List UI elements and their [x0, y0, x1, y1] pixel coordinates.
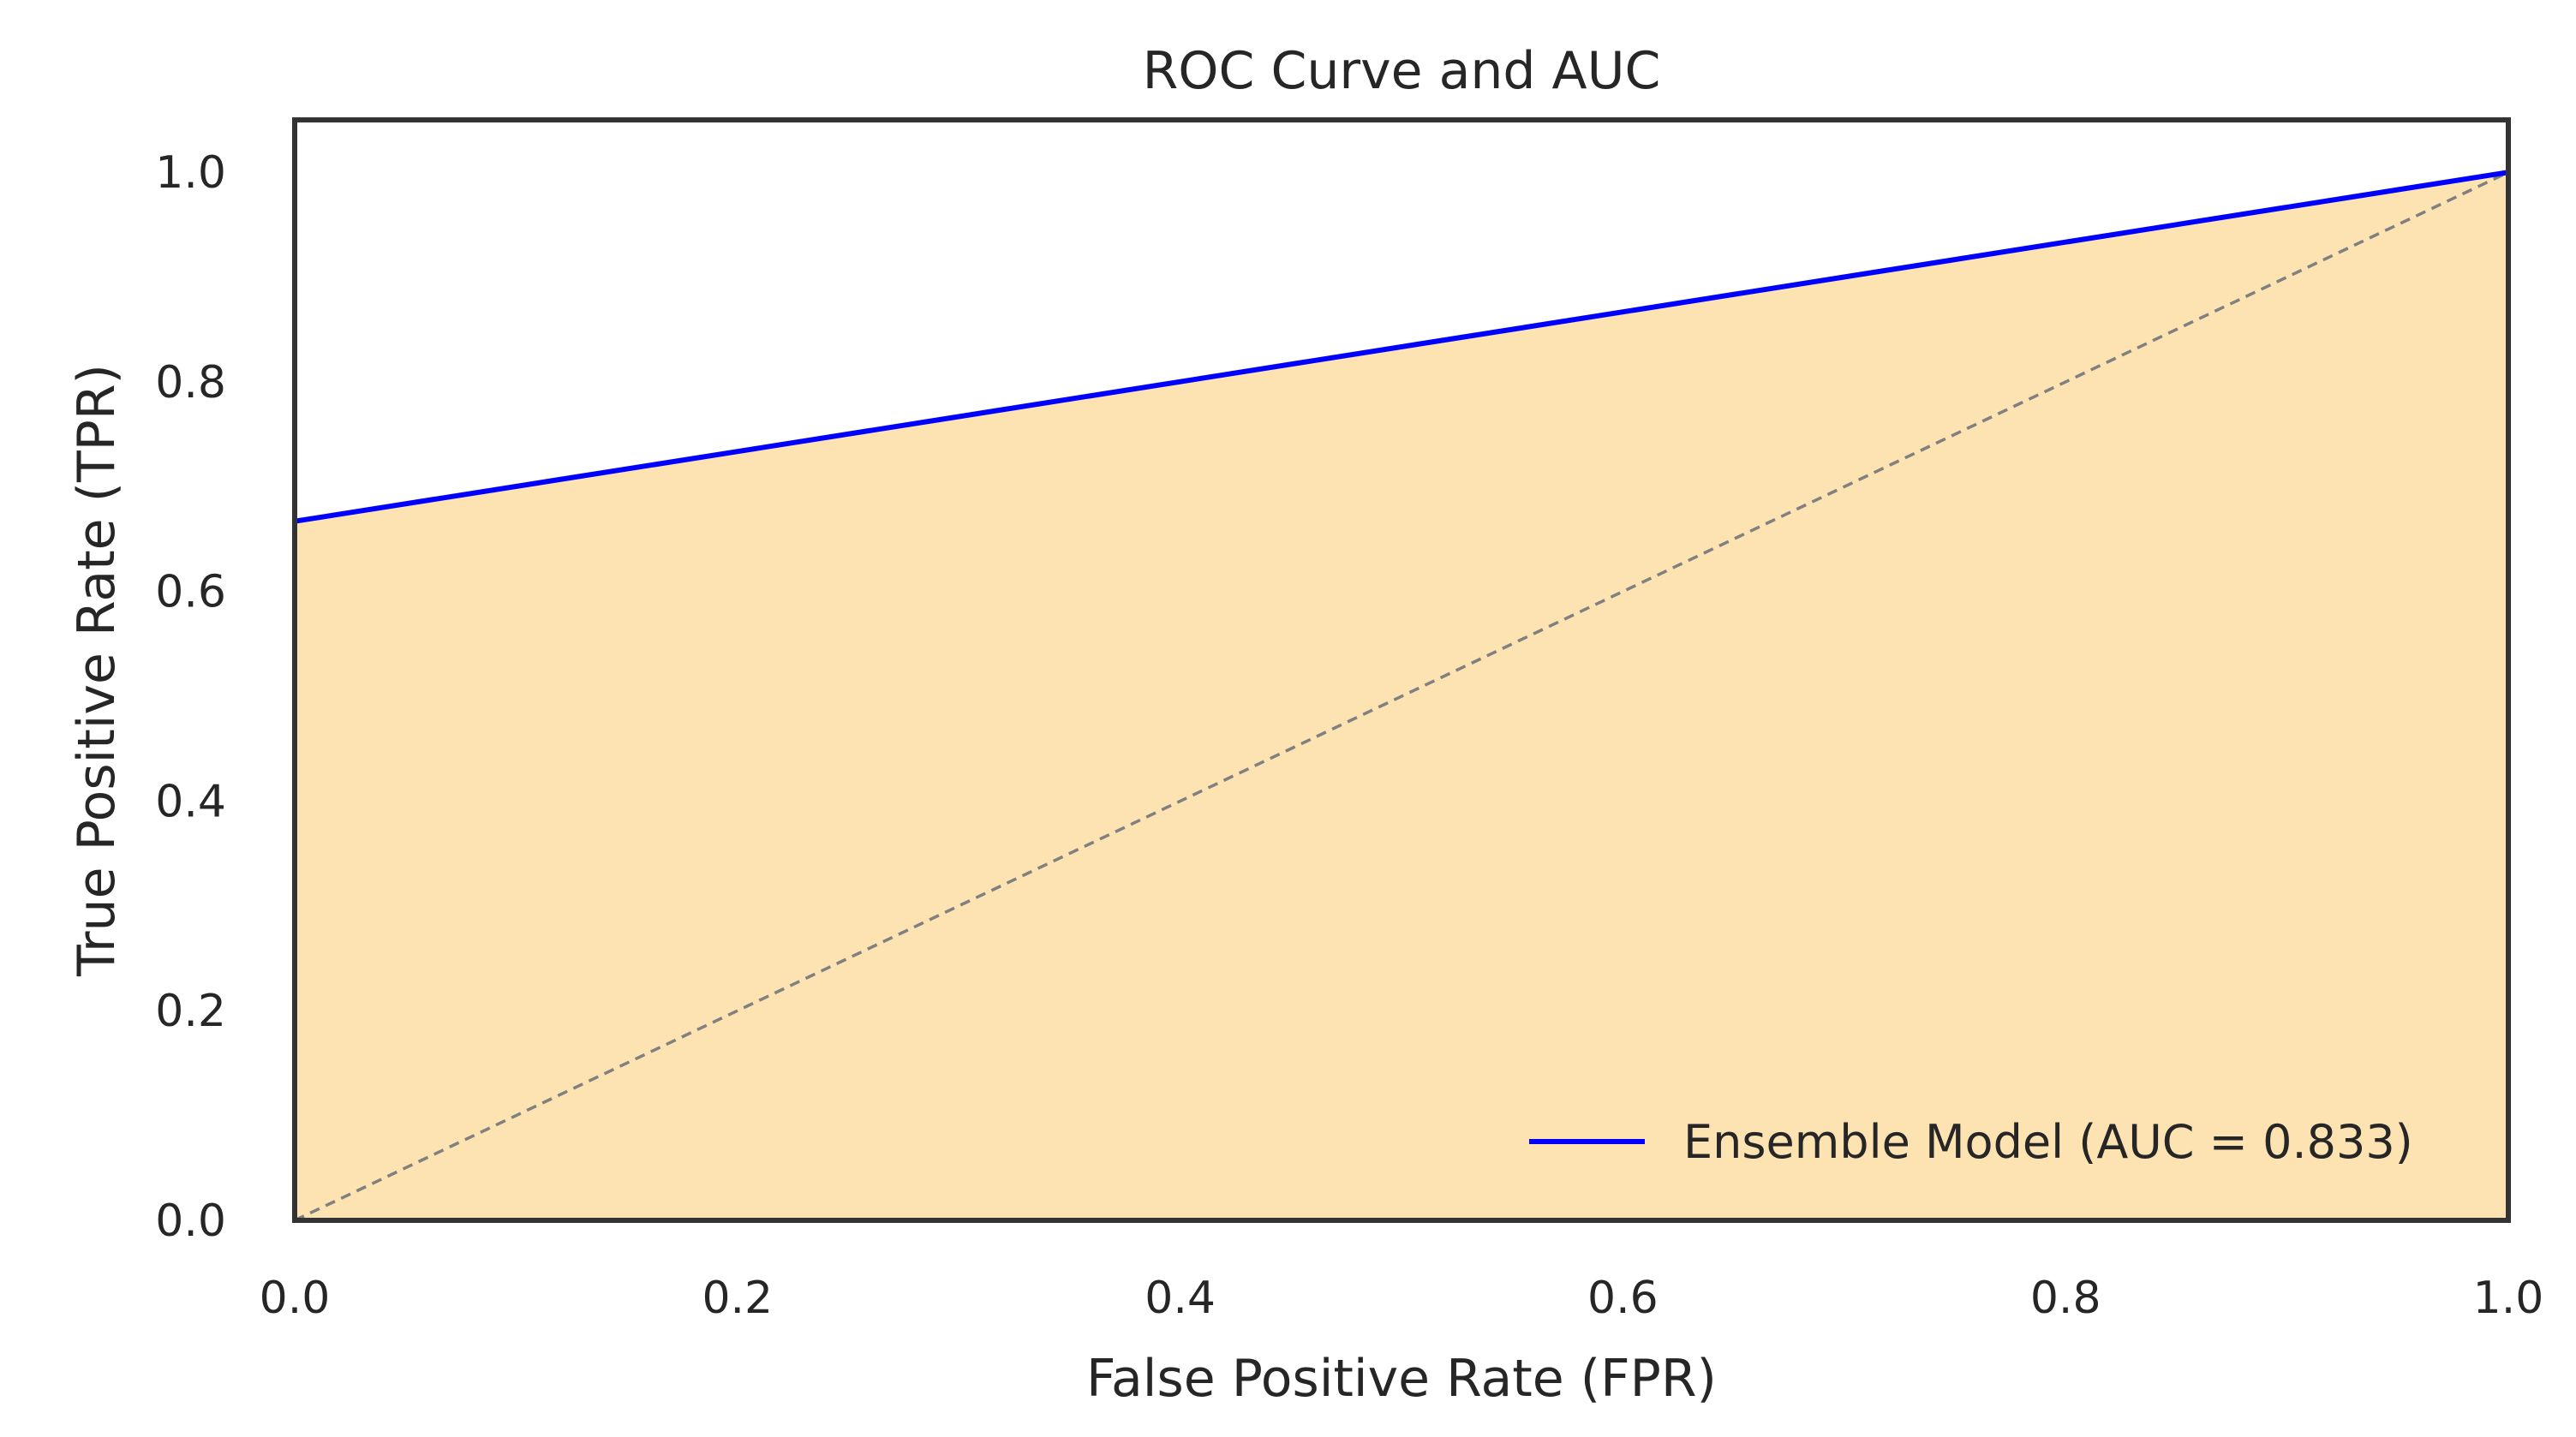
plot-frame	[292, 117, 2511, 1223]
x-tick-label: 0.4	[1145, 1273, 1216, 1324]
x-tick-label: 0.0	[260, 1273, 331, 1324]
x-tick-label: 0.8	[2030, 1273, 2101, 1324]
chart-title-group: ROC Curve and AUC	[1143, 41, 1661, 101]
y-tick-label: 0.0	[155, 1196, 226, 1247]
chance-diagonal-line	[294, 170, 2509, 1222]
y-tick-label: 0.2	[155, 986, 226, 1037]
x-tick-label: 1.0	[2473, 1273, 2544, 1324]
legend: Ensemble Model (AUC = 0.833)	[1529, 1115, 2413, 1169]
y-tick-label: 0.8	[155, 357, 226, 408]
plot-area	[292, 117, 2511, 1223]
x-tick-label: 0.2	[702, 1273, 773, 1324]
chart-title: ROC Curve and AUC	[1143, 41, 1661, 101]
y-axis: 0.0 0.2 0.4 0.6 0.8 1.0	[155, 147, 226, 1247]
x-axis: 0.0 0.2 0.4 0.6 0.8 1.0	[260, 1273, 2544, 1324]
y-axis-label: True Positive Rate (TPR)	[67, 364, 127, 977]
legend-roc-label: Ensemble Model (AUC = 0.833)	[1683, 1115, 2413, 1169]
y-tick-label: 1.0	[155, 147, 226, 199]
x-tick-label: 0.6	[1587, 1273, 1659, 1324]
y-tick-label: 0.6	[155, 567, 226, 618]
y-tick-label: 0.4	[155, 776, 226, 827]
x-axis-label: False Positive Rate (FPR)	[1086, 1349, 1717, 1409]
